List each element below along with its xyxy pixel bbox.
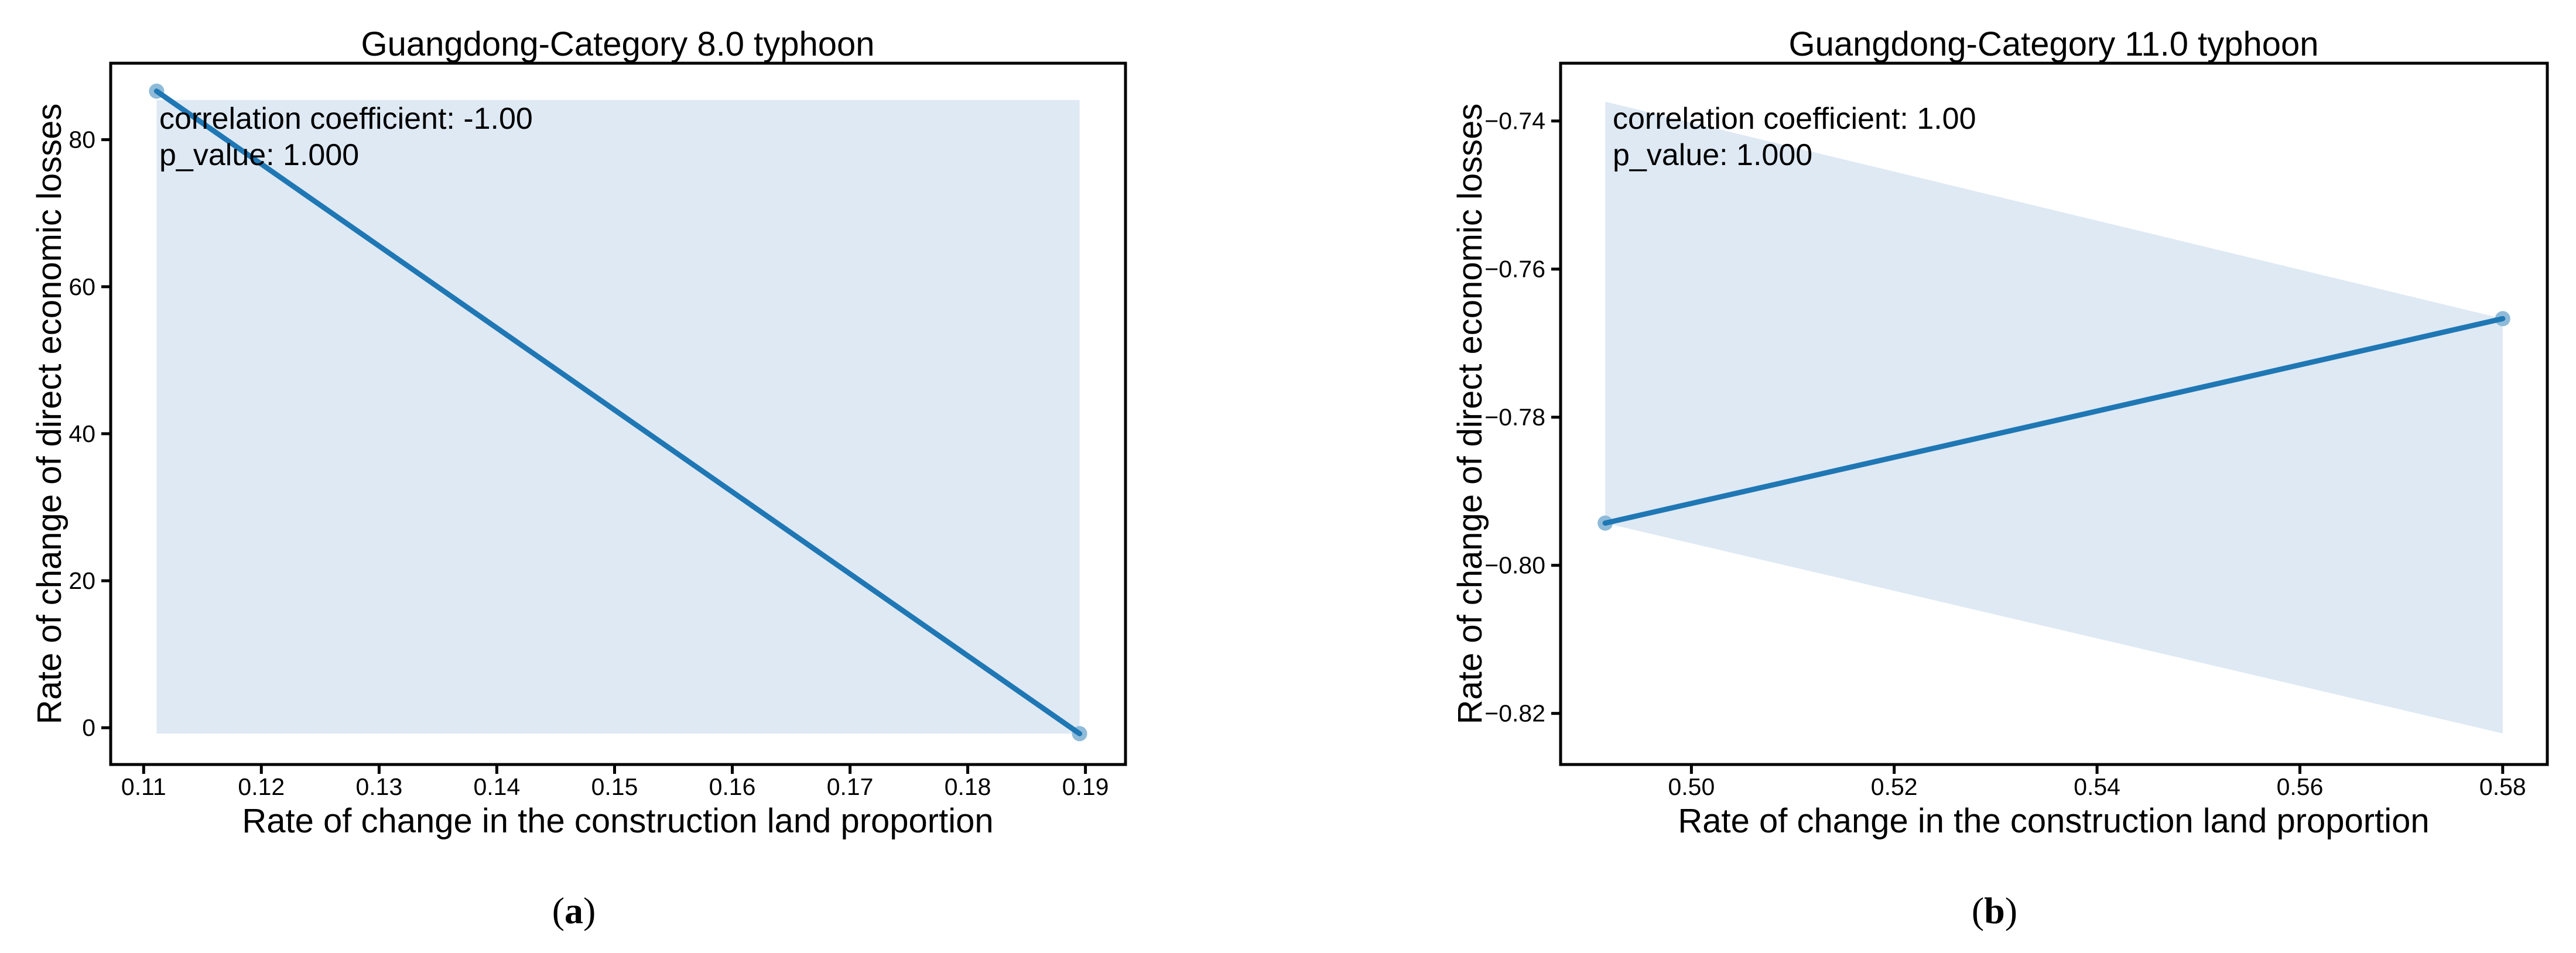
x-tick-label: 0.50: [1668, 773, 1715, 800]
x-tick-label: 0.11: [121, 773, 166, 800]
x-tick-label: 0.15: [591, 773, 638, 800]
y-tick-label: −0.76: [1484, 256, 1545, 283]
plot-border: [109, 61, 1127, 766]
y-tick-label: −0.80: [1484, 552, 1545, 579]
caption-a-close-paren: ): [583, 890, 596, 931]
y-tick-label: −0.78: [1484, 404, 1545, 431]
chart-title: Guangdong-Category 11.0 typhoon: [1788, 25, 2318, 63]
y-tick-label: 60: [69, 273, 95, 300]
x-tick-label: 0.52: [1871, 773, 1918, 800]
x-tick-label: 0.14: [473, 773, 520, 800]
annotation-p-value: p_value: 1.000: [1613, 138, 1812, 172]
x-tick-label: 0.54: [2074, 773, 2120, 800]
chart-title: Guangdong-Category 8.0 typhoon: [361, 25, 874, 63]
x-tick-label: 0.58: [2479, 773, 2526, 800]
caption-b-open-paren: (: [1971, 890, 1985, 931]
x-tick-label: 0.18: [945, 773, 991, 800]
y-axis-label: Rate of change of direct economic losses: [30, 104, 69, 725]
y-tick-label: 80: [69, 126, 95, 153]
x-tick-label: 0.13: [355, 773, 402, 800]
x-tick-label: 0.19: [1062, 773, 1109, 800]
x-tick-label: 0.12: [238, 773, 285, 800]
y-tick-label: −0.82: [1484, 700, 1545, 727]
caption-b: (b): [1427, 892, 2562, 930]
regression-line: [153, 88, 1083, 736]
annotation-p-value: p_value: 1.000: [159, 138, 359, 172]
y-tick-label: 0: [82, 714, 95, 741]
caption-a-letter: a: [565, 890, 583, 931]
plot-border: [1559, 61, 2549, 766]
regression-line: [1602, 316, 2506, 526]
x-tick-label: 0.16: [709, 773, 756, 800]
x-tick-label: 0.17: [827, 773, 874, 800]
caption-a-open-paren: (: [552, 890, 565, 931]
x-axis-label: Rate of change in the construction land …: [1678, 802, 2429, 840]
y-tick-label: 20: [69, 567, 95, 594]
confidence-band: [1605, 101, 2503, 733]
annotation-correlation-coefficient: correlation coefficient: 1.00: [1613, 102, 1976, 136]
annotation-correlation-coefficient: correlation coefficient: -1.00: [159, 102, 533, 136]
x-tick-label: 0.56: [2277, 773, 2324, 800]
caption-a: (a): [0, 892, 1148, 930]
chart-b-typhoon-11: 0.50 0.52 0.54 0.56 0.58 −0.74 −0.76 −0.78 −0.80…: [1451, 25, 2549, 840]
y-axis-label: Rate of change of direct economic losses: [1451, 104, 1489, 725]
chart-a-typhoon-8: 0.11 0.12 0.13 0.14 0.15 0.16 0.17 0.18 0.19 0 20 4…: [30, 25, 1127, 840]
x-axis-label: Rate of change in the construction land …: [242, 802, 993, 840]
y-tick-label: 40: [69, 420, 95, 447]
y-tick-label: −0.74: [1484, 108, 1545, 135]
caption-b-close-paren: ): [2004, 890, 2018, 931]
caption-b-letter: b: [1984, 890, 2005, 931]
